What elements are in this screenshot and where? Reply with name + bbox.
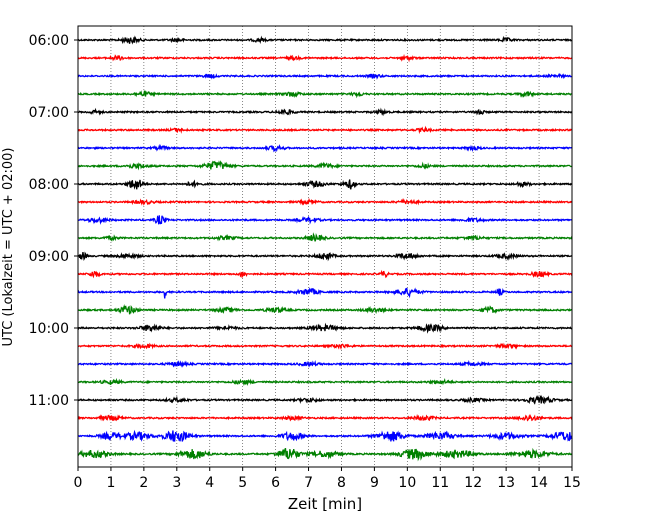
- trace-0745: [77, 160, 573, 171]
- x-tick-label: 8: [337, 475, 346, 491]
- trace-0830: [77, 215, 573, 225]
- x-tick-label: 13: [497, 475, 515, 491]
- y-tick-label: 10:00: [29, 321, 69, 337]
- trace-0600: [77, 35, 573, 45]
- plot-frame: [77, 25, 573, 468]
- x-axis: 0 1 2 3 4 5 6 7 8 9 10 11 12 13 14 15: [74, 467, 581, 491]
- x-axis-title: Zeit [min]: [288, 495, 362, 513]
- y-tick-label: 08:00: [29, 177, 69, 193]
- traces: [77, 35, 573, 462]
- x-tick-label: 0: [74, 475, 83, 491]
- y-tick-label: 06:00: [29, 33, 69, 49]
- trace-0945: [77, 304, 573, 315]
- trace-1045: [77, 377, 573, 387]
- trace-0645: [77, 89, 573, 99]
- trace-0915: [77, 269, 573, 279]
- x-tick-label: 9: [370, 475, 379, 491]
- y-axis: 06:00 07:00 08:00 09:00 10:00 11:00: [29, 33, 78, 409]
- x-tick-label: 14: [530, 475, 548, 491]
- trace-0800: [77, 179, 573, 190]
- x-tick-label: 15: [563, 475, 581, 491]
- trace-0615: [77, 53, 573, 63]
- trace-0815: [77, 197, 573, 206]
- x-tick-label: 6: [271, 475, 280, 491]
- y-tick-label: 07:00: [29, 105, 69, 121]
- x-tick-label: 5: [238, 475, 247, 491]
- trace-1145: [77, 447, 573, 462]
- x-tick-label: 1: [106, 475, 115, 491]
- trace-0930: [77, 287, 573, 299]
- y-tick-label: 11:00: [29, 393, 69, 409]
- trace-0715: [77, 125, 573, 135]
- trace-0700: [77, 107, 573, 117]
- trace-0900: [77, 251, 573, 262]
- y-tick-label: 09:00: [29, 249, 69, 265]
- y-axis-title: UTC (Lokalzeit = UTC + 02:00): [1, 148, 16, 347]
- x-tick-label: 7: [304, 475, 313, 491]
- trace-1030: [77, 359, 573, 368]
- x-tick-label: 12: [464, 475, 482, 491]
- trace-0845: [77, 232, 573, 242]
- x-tick-label: 2: [139, 475, 148, 491]
- trace-1015: [77, 342, 573, 351]
- x-tick-label: 4: [205, 475, 214, 491]
- trace-0730: [77, 143, 573, 153]
- x-tick-label: 11: [431, 475, 449, 491]
- trace-1100: [77, 394, 573, 405]
- x-tick-label: 3: [172, 475, 181, 491]
- trace-1000: [77, 322, 573, 334]
- x-tick-label: 10: [398, 475, 416, 491]
- trace-1130: [77, 429, 573, 442]
- trace-0630: [77, 72, 573, 80]
- trace-1115: [77, 413, 573, 422]
